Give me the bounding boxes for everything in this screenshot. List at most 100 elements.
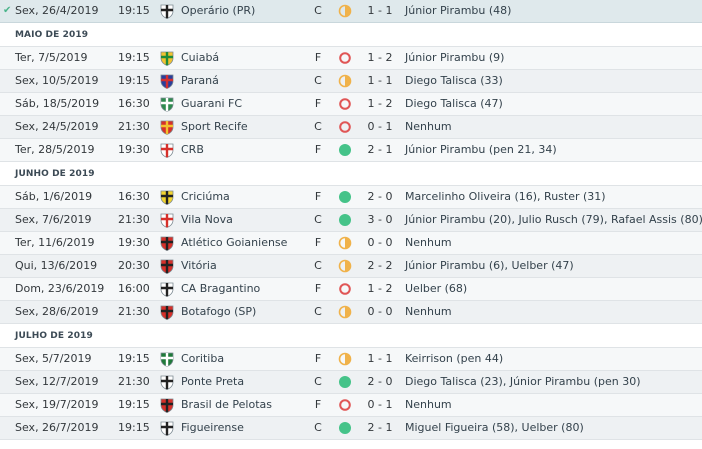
fixture-row[interactable]: Sex, 12/7/2019 21:30 Ponte Preta C 2 - 0 Dieg…: [0, 371, 702, 394]
fixture-row[interactable]: Ter, 11/6/2019 19:30 Atlético Goianiense F 0…: [0, 232, 702, 255]
fixture-date: Ter, 7/5/2019: [15, 51, 88, 64]
draw-result-icon: [338, 352, 352, 366]
fixture-time: 21:30: [118, 305, 150, 318]
fixture-row[interactable]: Qui, 13/6/2019 20:30 Vitória C 2 - 2 Júnior P…: [0, 255, 702, 278]
venue-indicator: C: [314, 4, 322, 17]
match-score: 0 - 1: [367, 398, 393, 411]
goal-scorers: Nenhum: [405, 398, 452, 411]
month-header: MAIO DE 2019: [0, 23, 702, 47]
fixture-time: 19:15: [118, 398, 150, 411]
loss-result-icon: [338, 398, 352, 412]
month-label: JUNHO DE 2019: [15, 169, 95, 179]
fixture-date: Sex, 19/7/2019: [15, 398, 99, 411]
draw-result-icon: [338, 305, 352, 319]
loss-result-icon: [338, 97, 352, 111]
fixture-time: 19:30: [118, 143, 150, 156]
fixture-row[interactable]: ✔ Sex, 26/4/2019 19:15 Operário (PR) C 1 - 1 J…: [0, 0, 702, 23]
opponent-team-link[interactable]: Atlético Goianiense: [181, 236, 288, 249]
club-crest-icon: [159, 189, 175, 205]
fixture-time: 19:15: [118, 51, 150, 64]
loss-result-icon: [338, 120, 352, 134]
club-crest-icon: [159, 142, 175, 158]
month-header: JUNHO DE 2019: [0, 162, 702, 186]
venue-indicator: C: [314, 213, 322, 226]
fixture-row[interactable]: Sáb, 18/5/2019 16:30 Guarani FC F 1 - 2 Diego…: [0, 93, 702, 116]
fixture-row[interactable]: Sex, 19/7/2019 19:15 Brasil de Pelotas F 0 -…: [0, 394, 702, 417]
fixture-row[interactable]: Sex, 26/7/2019 19:15 Figueirense C 2 - 1 Migu…: [0, 417, 702, 440]
opponent-team-link[interactable]: Coritiba: [181, 352, 225, 365]
club-crest-icon: [159, 397, 175, 413]
venue-indicator: F: [314, 352, 322, 365]
fixture-time: 19:15: [118, 352, 150, 365]
opponent-team-link[interactable]: CA Bragantino: [181, 282, 261, 295]
fixture-row[interactable]: Ter, 7/5/2019 19:15 Cuiabá F 1 - 2 Júnior Pir…: [0, 47, 702, 70]
opponent-team-link[interactable]: Criciúma: [181, 190, 230, 203]
club-crest-icon: [159, 304, 175, 320]
fixture-time: 21:30: [118, 213, 150, 226]
fixture-row[interactable]: Sex, 28/6/2019 21:30 Botafogo (SP) C 0 - 0 Ne…: [0, 301, 702, 324]
draw-result-icon: [338, 259, 352, 273]
venue-indicator: C: [314, 375, 322, 388]
match-score: 1 - 1: [367, 4, 393, 17]
match-score: 2 - 0: [367, 190, 393, 203]
win-result-icon: [338, 421, 352, 435]
goal-scorers: Nenhum: [405, 120, 452, 133]
opponent-team-link[interactable]: CRB: [181, 143, 204, 156]
opponent-team-link[interactable]: Guarani FC: [181, 97, 243, 110]
venue-indicator: C: [314, 120, 322, 133]
check-icon: ✔: [3, 5, 12, 16]
club-crest-icon: [159, 119, 175, 135]
club-crest-icon: [159, 420, 175, 436]
opponent-team-link[interactable]: Cuiabá: [181, 51, 220, 64]
month-label: JULHO DE 2019: [15, 331, 93, 341]
venue-indicator: F: [314, 51, 322, 64]
opponent-team-link[interactable]: Botafogo (SP): [181, 305, 257, 318]
goal-scorers: Keirrison (pen 44): [405, 352, 504, 365]
goal-scorers: Uelber (68): [405, 282, 468, 295]
opponent-team-link[interactable]: Figueirense: [181, 421, 244, 434]
goal-scorers: Miguel Figueira (58), Uelber (80): [405, 421, 584, 434]
fixture-date: Ter, 28/5/2019: [15, 143, 95, 156]
opponent-team-link[interactable]: Vila Nova: [181, 213, 233, 226]
goal-scorers: Júnior Pirambu (pen 21, 34): [405, 143, 557, 156]
club-crest-icon: [159, 281, 175, 297]
opponent-team-link[interactable]: Paraná: [181, 74, 219, 87]
opponent-team-link[interactable]: Sport Recife: [181, 120, 248, 133]
fixture-row[interactable]: Sáb, 1/6/2019 16:30 Criciúma F 2 - 0 Marcelin…: [0, 186, 702, 209]
fixtures-list: ✔ Sex, 26/4/2019 19:15 Operário (PR) C 1 - 1 J…: [0, 0, 702, 440]
fixture-time: 19:15: [118, 74, 150, 87]
match-score: 0 - 0: [367, 236, 393, 249]
fixture-time: 16:30: [118, 97, 150, 110]
fixture-date: Sáb, 18/5/2019: [15, 97, 100, 110]
fixture-time: 21:30: [118, 375, 150, 388]
fixture-row[interactable]: Sex, 5/7/2019 19:15 Coritiba F 1 - 1 Keirriso…: [0, 348, 702, 371]
goal-scorers: Diego Talisca (23), Júnior Pirambu (pen …: [405, 375, 641, 388]
opponent-team-link[interactable]: Operário (PR): [181, 4, 256, 17]
fixture-time: 19:30: [118, 236, 150, 249]
fixture-row[interactable]: Sex, 24/5/2019 21:30 Sport Recife C 0 - 1 Nen…: [0, 116, 702, 139]
win-result-icon: [338, 213, 352, 227]
match-score: 2 - 1: [367, 143, 393, 156]
fixture-date: Sex, 5/7/2019: [15, 352, 92, 365]
opponent-team-link[interactable]: Vitória: [181, 259, 217, 272]
fixture-time: 16:00: [118, 282, 150, 295]
venue-indicator: F: [314, 190, 322, 203]
club-crest-icon: [159, 212, 175, 228]
fixture-row[interactable]: Dom, 23/6/2019 16:00 CA Bragantino F 1 - 2 Ue…: [0, 278, 702, 301]
draw-result-icon: [338, 74, 352, 88]
draw-result-icon: [338, 236, 352, 250]
goal-scorers: Júnior Pirambu (48): [405, 4, 512, 17]
fixture-date: Sex, 28/6/2019: [15, 305, 99, 318]
match-score: 2 - 1: [367, 421, 393, 434]
fixture-row[interactable]: Sex, 7/6/2019 21:30 Vila Nova C 3 - 0 Júnior …: [0, 209, 702, 232]
opponent-team-link[interactable]: Brasil de Pelotas: [181, 398, 272, 411]
fixture-time: 19:15: [118, 421, 150, 434]
goal-scorers: Marcelinho Oliveira (16), Ruster (31): [405, 190, 606, 203]
opponent-team-link[interactable]: Ponte Preta: [181, 375, 245, 388]
fixture-time: 20:30: [118, 259, 150, 272]
fixture-row[interactable]: Sex, 10/5/2019 19:15 Paraná C 1 - 1 Diego Tal…: [0, 70, 702, 93]
fixture-row[interactable]: Ter, 28/5/2019 19:30 CRB F 2 - 1 Júnior Piram…: [0, 139, 702, 162]
match-score: 0 - 1: [367, 120, 393, 133]
fixture-date: Sex, 12/7/2019: [15, 375, 99, 388]
goal-scorers: Diego Talisca (47): [405, 97, 503, 110]
